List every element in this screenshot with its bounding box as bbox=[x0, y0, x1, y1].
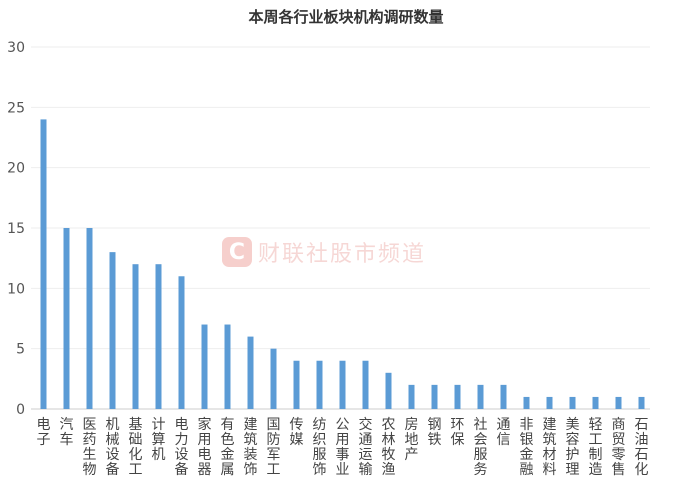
bar bbox=[270, 348, 277, 409]
x-tick-label: 石油石化 bbox=[635, 417, 649, 478]
bar bbox=[454, 384, 461, 409]
bar bbox=[546, 396, 553, 409]
x-tick-label: 建筑装饰 bbox=[244, 417, 258, 478]
chart-title: 本周各行业板块机构调研数量 bbox=[248, 8, 444, 26]
bar bbox=[500, 384, 507, 409]
bar bbox=[408, 384, 415, 409]
x-tick-label: 房地产 bbox=[405, 417, 419, 463]
x-tick-label: 农林牧渔 bbox=[382, 417, 396, 478]
x-tick-label: 环保 bbox=[451, 417, 465, 448]
bar bbox=[155, 264, 162, 409]
bar bbox=[86, 228, 93, 409]
y-tick-label: 10 bbox=[7, 281, 25, 297]
y-axis-ticks: 0 5 10 15 20 25 30 bbox=[7, 40, 25, 418]
y-tick-label: 20 bbox=[7, 161, 25, 177]
x-tick-label: 商贸零售 bbox=[612, 417, 626, 478]
x-axis-labels: 电子汽车医药生物机械设备基础化工计算机电力设备家用电器有色金属建筑装饰国防军工传… bbox=[37, 416, 649, 478]
y-tick-label: 30 bbox=[7, 40, 25, 56]
bar bbox=[293, 360, 300, 409]
x-tick-label: 钢铁 bbox=[428, 417, 442, 448]
x-tick-label: 社会服务 bbox=[474, 417, 488, 478]
x-tick-label: 汽车 bbox=[60, 417, 74, 448]
bar bbox=[615, 396, 622, 409]
x-tick-label: 公用事业 bbox=[336, 417, 350, 478]
x-tick-label: 纺织服饰 bbox=[313, 417, 327, 478]
x-tick-label: 电子 bbox=[37, 417, 51, 448]
x-tick-label: 传媒 bbox=[290, 417, 304, 448]
x-tick-label: 轻工制造 bbox=[589, 417, 603, 478]
gridlines bbox=[31, 46, 650, 410]
bar bbox=[63, 228, 70, 409]
y-tick-label: 5 bbox=[16, 342, 25, 358]
x-tick-label: 医药生物 bbox=[83, 417, 97, 478]
bar bbox=[477, 384, 484, 409]
x-tick-label: 电力设备 bbox=[175, 417, 189, 478]
bar bbox=[569, 396, 576, 409]
bar bbox=[178, 276, 185, 409]
bar bbox=[224, 324, 231, 409]
bar bbox=[316, 360, 323, 409]
bar bbox=[385, 372, 392, 409]
x-tick-label: 计算机 bbox=[152, 417, 166, 463]
bar bbox=[431, 384, 438, 409]
bar bbox=[592, 396, 599, 409]
x-tick-label: 机械设备 bbox=[106, 417, 120, 478]
watermark-logo-icon: C bbox=[222, 237, 252, 267]
y-tick-label: 15 bbox=[7, 221, 25, 237]
x-tick-label: 美容护理 bbox=[566, 417, 580, 478]
bar bbox=[201, 324, 208, 409]
bar bbox=[638, 396, 645, 409]
x-tick-label: 非银金融 bbox=[520, 417, 534, 478]
y-tick-label: 0 bbox=[16, 402, 25, 418]
bars bbox=[40, 119, 645, 410]
watermark: C 财联社股市频道 bbox=[222, 236, 426, 268]
bar bbox=[362, 360, 369, 409]
x-tick-label: 有色金属 bbox=[221, 417, 235, 478]
x-tick-label: 建筑材料 bbox=[543, 417, 557, 478]
bar bbox=[132, 264, 139, 409]
y-tick-label: 25 bbox=[7, 100, 25, 116]
bar bbox=[109, 252, 116, 409]
x-tick-label: 家用电器 bbox=[198, 416, 212, 478]
x-tick-label: 基础化工 bbox=[129, 416, 143, 478]
bar bbox=[523, 396, 530, 409]
bar bbox=[339, 360, 346, 409]
x-tick-label: 国防军工 bbox=[267, 417, 281, 478]
x-tick-label: 通信 bbox=[497, 417, 511, 448]
bar bbox=[40, 119, 47, 410]
watermark-text: 财联社股市频道 bbox=[258, 242, 427, 267]
bar bbox=[247, 336, 254, 409]
x-tick-label: 交通运输 bbox=[359, 416, 373, 478]
